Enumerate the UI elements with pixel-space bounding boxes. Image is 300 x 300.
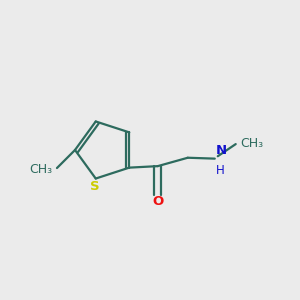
Text: CH₃: CH₃ bbox=[29, 163, 52, 176]
Text: O: O bbox=[152, 195, 164, 208]
Text: N: N bbox=[216, 144, 227, 158]
Text: CH₃: CH₃ bbox=[240, 137, 263, 150]
Text: H: H bbox=[216, 164, 225, 177]
Text: S: S bbox=[90, 179, 99, 193]
